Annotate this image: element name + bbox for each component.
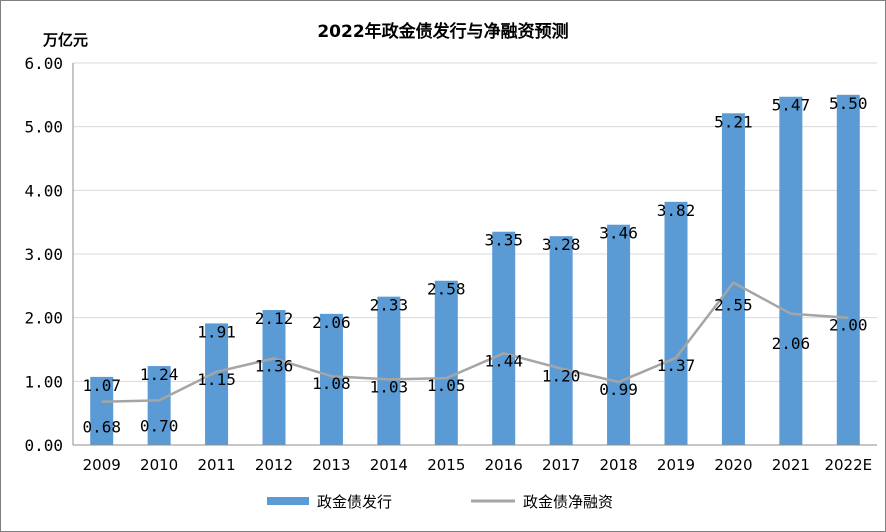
bar-data-label: 2.58 (427, 280, 466, 299)
bar (205, 323, 229, 445)
chart-title: 2022年政金债发行与净融资预测 (317, 21, 568, 42)
line-data-label: 1.36 (255, 356, 294, 375)
y-tick-label: 2.00 (24, 309, 63, 328)
data-labels: 1.07 1.24 1.91 2.12 2.06 2.33 2.58 3.35 3.28 3.46… (82, 94, 867, 437)
bar (607, 224, 631, 445)
bar (147, 366, 171, 445)
y-tick-label: 0.00 (24, 436, 63, 455)
line-data-label: 2.55 (714, 296, 753, 315)
gridlines (73, 62, 877, 382)
line-data-label: 1.37 (657, 356, 696, 375)
line-data-label: 1.44 (484, 351, 523, 370)
bar-data-label: 1.07 (82, 376, 121, 395)
line-data-label: 1.03 (370, 377, 409, 396)
bar-data-label: 5.47 (772, 96, 811, 115)
y-axis-unit-label: 万亿元 (42, 31, 88, 49)
x-tick-label: 2016 (485, 456, 523, 474)
bar (779, 96, 803, 445)
bar (664, 201, 688, 445)
y-tick-label: 5.00 (24, 118, 63, 137)
x-tick-label: 2017 (542, 456, 580, 474)
bar (836, 94, 860, 445)
y-axis-ticks: 0.00 1.00 2.00 3.00 4.00 5.00 6.00 (24, 54, 63, 455)
legend-swatch-bar (267, 497, 309, 505)
bar (434, 280, 458, 445)
bar-series (90, 94, 860, 446)
line-data-label: 0.99 (599, 380, 638, 399)
axes (72, 63, 877, 446)
x-tick-label: 2021 (772, 456, 810, 474)
x-tick-label: 2013 (312, 456, 350, 474)
x-tick-label: 2014 (370, 456, 408, 474)
line-series (101, 281, 849, 403)
line-data-label: 2.06 (772, 334, 811, 353)
x-tick-label: 2022E (824, 456, 872, 474)
bar-data-label: 3.35 (484, 231, 523, 250)
bar-data-label: 2.33 (370, 296, 409, 315)
bar-data-label: 3.82 (657, 201, 696, 220)
net-financing-line (101, 281, 849, 403)
line-data-label: 1.20 (542, 367, 581, 386)
y-tick-label: 1.00 (24, 372, 63, 391)
y-tick-label: 6.00 (24, 54, 63, 73)
x-axis-ticks: 2009 2010 2011 2012 2013 2014 2015 2016 2017 2018… (83, 456, 872, 474)
y-tick-label: 3.00 (24, 245, 63, 264)
bar-data-label: 1.24 (140, 365, 179, 384)
x-tick-label: 2020 (714, 456, 752, 474)
bar (721, 113, 745, 446)
bar-data-label: 5.21 (714, 112, 753, 131)
legend: 政金债发行 政金债净融资 (267, 493, 613, 511)
bar-data-label: 2.06 (312, 313, 351, 332)
line-data-label: 1.05 (427, 376, 466, 395)
bar (262, 310, 286, 445)
line-data-label: 1.15 (197, 370, 236, 389)
line-data-label: 0.68 (82, 418, 121, 437)
bar (549, 236, 573, 445)
y-tick-label: 4.00 (24, 181, 63, 200)
bar (492, 231, 516, 445)
bar-data-label: 2.12 (255, 309, 294, 328)
x-tick-label: 2019 (657, 456, 695, 474)
bar (377, 296, 401, 445)
x-tick-label: 2010 (140, 456, 178, 474)
bar-data-label: 3.46 (599, 224, 638, 243)
legend-label-bar: 政金债发行 (317, 493, 392, 511)
bar-data-label: 1.91 (197, 322, 236, 341)
x-tick-label: 2018 (599, 456, 637, 474)
x-tick-label: 2009 (83, 456, 121, 474)
legend-label-line: 政金债净融资 (523, 493, 613, 511)
x-tick-label: 2012 (255, 456, 293, 474)
bar (90, 376, 114, 445)
x-tick-label: 2011 (197, 456, 235, 474)
bar-data-label: 3.28 (542, 235, 581, 254)
line-data-label: 2.00 (829, 316, 868, 335)
line-data-label: 0.70 (140, 416, 179, 435)
line-data-label: 1.08 (312, 374, 351, 393)
x-tick-label: 2015 (427, 456, 465, 474)
bar (319, 313, 343, 445)
bar-data-label: 5.50 (829, 94, 868, 113)
